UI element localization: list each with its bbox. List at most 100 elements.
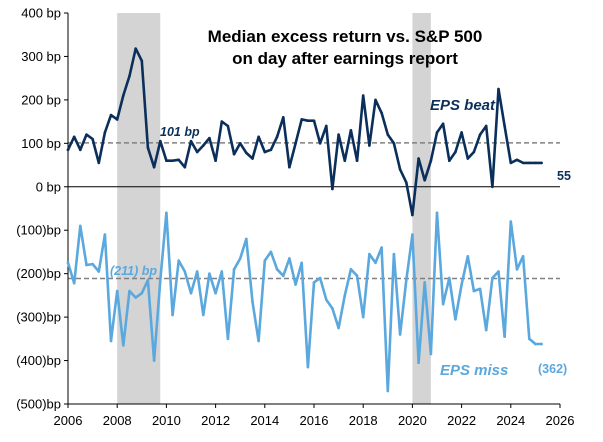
miss-data-point <box>269 250 273 254</box>
miss-data-point <box>509 220 513 223</box>
miss-data-point <box>85 263 88 267</box>
miss-data-point <box>404 278 408 282</box>
recession-bands <box>117 13 431 404</box>
beat-data-point <box>85 133 88 136</box>
miss-data-point <box>158 278 162 282</box>
beat-data-point <box>472 150 476 154</box>
miss-data-point <box>300 261 304 265</box>
miss-average-label: (211) bp <box>110 264 157 278</box>
beat-data-point <box>177 158 180 162</box>
y-tick-label: (300)bp <box>16 310 61 325</box>
miss-data-point <box>411 233 414 236</box>
miss-data-point <box>275 268 279 271</box>
beat-data-point <box>134 47 137 50</box>
beat-data-point <box>251 157 254 160</box>
x-tick-label: 2026 <box>546 413 575 428</box>
miss-data-point <box>281 274 285 278</box>
miss-data-point <box>183 270 187 273</box>
beat-data-point <box>158 139 162 143</box>
chart-labels: EPS beat 101 bp 55 EPS miss (211) bp (362) <box>110 97 571 379</box>
y-tick-label: 300 bp <box>21 49 61 64</box>
miss-data-point <box>398 333 402 336</box>
y-tick-label: 200 bp <box>21 92 61 107</box>
miss-data-point <box>540 342 543 346</box>
x-tick-label: 2008 <box>103 413 132 428</box>
series-lines <box>66 47 543 393</box>
miss-data-point <box>466 254 470 258</box>
beat-data-point <box>208 136 211 140</box>
y-tick-label: 0 bp <box>36 179 61 194</box>
miss-data-point <box>306 365 310 369</box>
miss-data-point <box>251 300 254 304</box>
miss-data-point <box>484 328 488 332</box>
beat-data-point <box>521 161 525 165</box>
miss-data-point <box>515 268 519 271</box>
beat-end-label: 55 <box>557 169 571 183</box>
beat-data-point <box>448 159 451 163</box>
beat-data-point <box>263 150 267 154</box>
miss-data-point <box>208 272 211 275</box>
miss-data-point <box>214 291 217 295</box>
miss-data-point <box>361 315 365 319</box>
beat-data-point <box>288 165 291 169</box>
miss-data-point <box>171 313 174 317</box>
miss-data-point <box>423 281 427 284</box>
beat-data-point <box>318 142 322 145</box>
x-tick-label: 2020 <box>398 413 427 428</box>
miss-data-point <box>146 278 150 282</box>
miss-end-label: (362) <box>538 362 567 376</box>
miss-data-point <box>91 262 94 266</box>
beat-data-point <box>152 165 156 169</box>
miss-data-point <box>97 270 101 273</box>
miss-data-point <box>460 283 463 286</box>
beat-data-point <box>380 111 383 115</box>
miss-data-point <box>189 291 193 295</box>
miss-data-point <box>165 211 168 215</box>
beat-data-point <box>411 213 414 217</box>
beat-data-point <box>527 161 531 165</box>
beat-data-point <box>460 131 463 134</box>
beat-data-point <box>503 124 506 128</box>
beat-data-point <box>97 161 101 165</box>
x-tick-label: 2016 <box>300 413 329 428</box>
miss-data-point <box>103 233 107 236</box>
y-tick-label: (100)bp <box>16 223 61 238</box>
beat-data-point <box>423 178 427 182</box>
beat-data-point <box>220 120 224 123</box>
beat-data-point <box>515 158 519 162</box>
beat-data-point <box>115 118 119 121</box>
beat-data-point <box>189 139 193 143</box>
beat-data-point <box>343 159 347 163</box>
miss-data-point <box>454 317 457 321</box>
miss-data-point <box>521 254 525 258</box>
x-tick-label: 2018 <box>349 413 378 428</box>
miss-data-point <box>497 270 500 273</box>
beat-data-point <box>337 133 340 136</box>
beat-data-point <box>275 135 279 139</box>
miss-data-point <box>349 268 353 271</box>
miss-data-point <box>325 298 328 302</box>
beat-data-point <box>269 148 273 152</box>
beat-data-point <box>79 148 82 152</box>
miss-data-point <box>534 342 537 346</box>
miss-data-point <box>134 296 137 299</box>
beat-data-point <box>349 129 353 132</box>
miss-data-point <box>312 281 316 284</box>
miss-data-point <box>294 283 297 286</box>
beat-data-point <box>238 142 242 145</box>
x-tick-label: 2022 <box>447 413 476 428</box>
beat-data-point <box>491 185 494 189</box>
miss-data-point <box>386 389 390 393</box>
beat-data-point <box>368 144 371 147</box>
beat-data-point <box>509 161 513 165</box>
miss-data-point <box>368 252 371 256</box>
beat-data-point <box>103 131 107 134</box>
chart-title-line-1: Median excess return vs. S&P 500 <box>208 27 483 46</box>
beat-data-point <box>232 152 236 156</box>
miss-data-point <box>122 344 125 347</box>
beat-data-point <box>146 146 150 149</box>
miss-data-point <box>79 224 82 228</box>
axes: 400 bp 300 bp 200 bp 100 bp 0 bp (100)bp (200)… <box>16 6 574 429</box>
beat-average-label: 101 bp <box>160 125 200 139</box>
miss-data-point <box>115 289 119 293</box>
